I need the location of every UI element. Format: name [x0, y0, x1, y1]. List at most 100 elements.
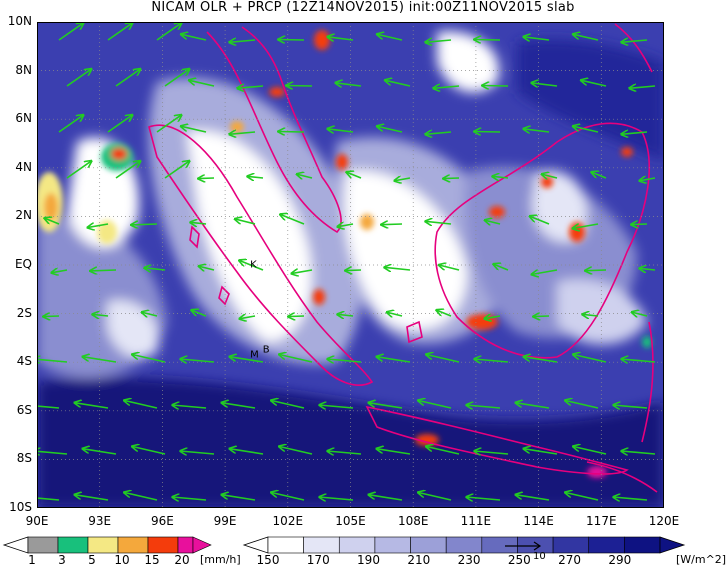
wind-vector [82, 357, 117, 363]
precip-colorbar-tick: 15 [144, 553, 160, 567]
wind-vector [542, 174, 558, 178]
lat-label: 2N [15, 208, 32, 223]
wind-vector [221, 403, 256, 409]
olr-colorbar-segment [624, 536, 661, 554]
wind-vector [181, 126, 207, 133]
wind-vector [639, 268, 656, 270]
wind-vector [198, 178, 215, 179]
wind-vector [156, 23, 182, 41]
wind-vector [466, 497, 501, 500]
lon-label: 96E [150, 514, 174, 528]
wind-vector [425, 132, 452, 134]
wind-vector [384, 267, 411, 270]
wind-vector [279, 354, 313, 363]
wind-vector [199, 266, 215, 270]
olr-unit: [W/m^2] [676, 553, 726, 566]
wind-vector [485, 220, 501, 224]
precip-colorbar-segment [57, 536, 89, 554]
wind-vector [439, 265, 460, 271]
wind-vector [115, 69, 141, 87]
precip-colorbar-tick: 1 [28, 553, 36, 567]
olr-colorbar-tick: 290 [608, 553, 632, 567]
coastlines [148, 23, 658, 493]
wind-vector [189, 80, 215, 87]
wind-vector [629, 86, 656, 88]
lon-label: 102E [272, 514, 304, 528]
wind-vector [327, 37, 354, 40]
wind-vector [523, 449, 558, 455]
wind-vector [565, 400, 599, 409]
wind-vector [278, 132, 305, 133]
lat-label: 8S [16, 451, 32, 466]
wind-vector [426, 446, 460, 455]
wind-vector [280, 214, 305, 225]
wind-vector [221, 495, 256, 501]
wind-vector [573, 34, 599, 41]
wind-vector [515, 403, 550, 409]
wind-vector [337, 314, 354, 316]
precip-colorbar-segment [177, 536, 194, 554]
wind-vector [377, 34, 403, 41]
precip-colorbar-tick: 5 [88, 553, 96, 567]
lat-label: 4N [15, 159, 32, 174]
wind-vector [90, 270, 117, 271]
wind-vector [237, 86, 264, 88]
vector-legend: 10 [505, 541, 546, 562]
lon-label: 105E [335, 514, 366, 528]
wind-vector [271, 492, 305, 501]
lon-label: 99E [213, 514, 237, 528]
wind-vector [474, 451, 509, 454]
wind-vector [239, 260, 264, 271]
lon-label: 111E [460, 514, 492, 528]
wind-vector [74, 495, 109, 501]
wind-vector [43, 316, 60, 317]
wind-vector [523, 37, 550, 40]
wind-vector [132, 446, 166, 455]
wind-vector [621, 132, 648, 134]
wind-vector [621, 451, 656, 454]
wind-vector [74, 403, 109, 409]
wind-vector [92, 314, 109, 316]
wind-vector [132, 354, 166, 363]
precip-colorbar-segment [117, 536, 149, 554]
wind-vector [466, 405, 501, 408]
wind-vector [190, 222, 207, 224]
wind-vector [131, 224, 158, 225]
wind-vector [474, 132, 501, 133]
wind-vector [337, 224, 354, 227]
wind-vector [271, 400, 305, 409]
wind-vector [288, 316, 305, 317]
lat-label: 6S [16, 402, 32, 417]
wind-vector [377, 126, 403, 133]
wind-vector [482, 86, 509, 87]
wind-vector [229, 357, 264, 363]
wind-vector [582, 314, 599, 316]
olr-field [37, 22, 664, 508]
wind-vector [44, 218, 60, 225]
wind-vector [172, 497, 207, 500]
wind-vector [247, 176, 264, 178]
olr-colorbar-tick: 170 [306, 553, 330, 567]
lon-label: 114E [523, 514, 554, 528]
wind-vector [368, 403, 403, 409]
wind-vector [585, 270, 607, 271]
wind-vector [474, 40, 501, 41]
wind-vector [573, 126, 599, 133]
olr-colorbar-tick: 230 [457, 553, 481, 567]
wind-vector [530, 216, 550, 225]
wind-vector [180, 359, 215, 362]
precip-colorbar-lower-triangle [2, 536, 29, 554]
wind-vectors [37, 23, 656, 501]
wind-vector [492, 176, 509, 178]
wind-vector [515, 495, 550, 501]
olr-colorbar-segment [410, 536, 447, 554]
wind-vector [144, 268, 166, 270]
wind-vector [368, 495, 403, 501]
wind-vector [474, 359, 509, 362]
wind-vector [327, 451, 362, 454]
lat-label: 4S [16, 354, 32, 369]
wind-vector [565, 492, 599, 501]
wind-vector [107, 115, 133, 133]
olr-colorbar-upper-triangle [659, 536, 686, 554]
wind-vector [418, 400, 452, 409]
